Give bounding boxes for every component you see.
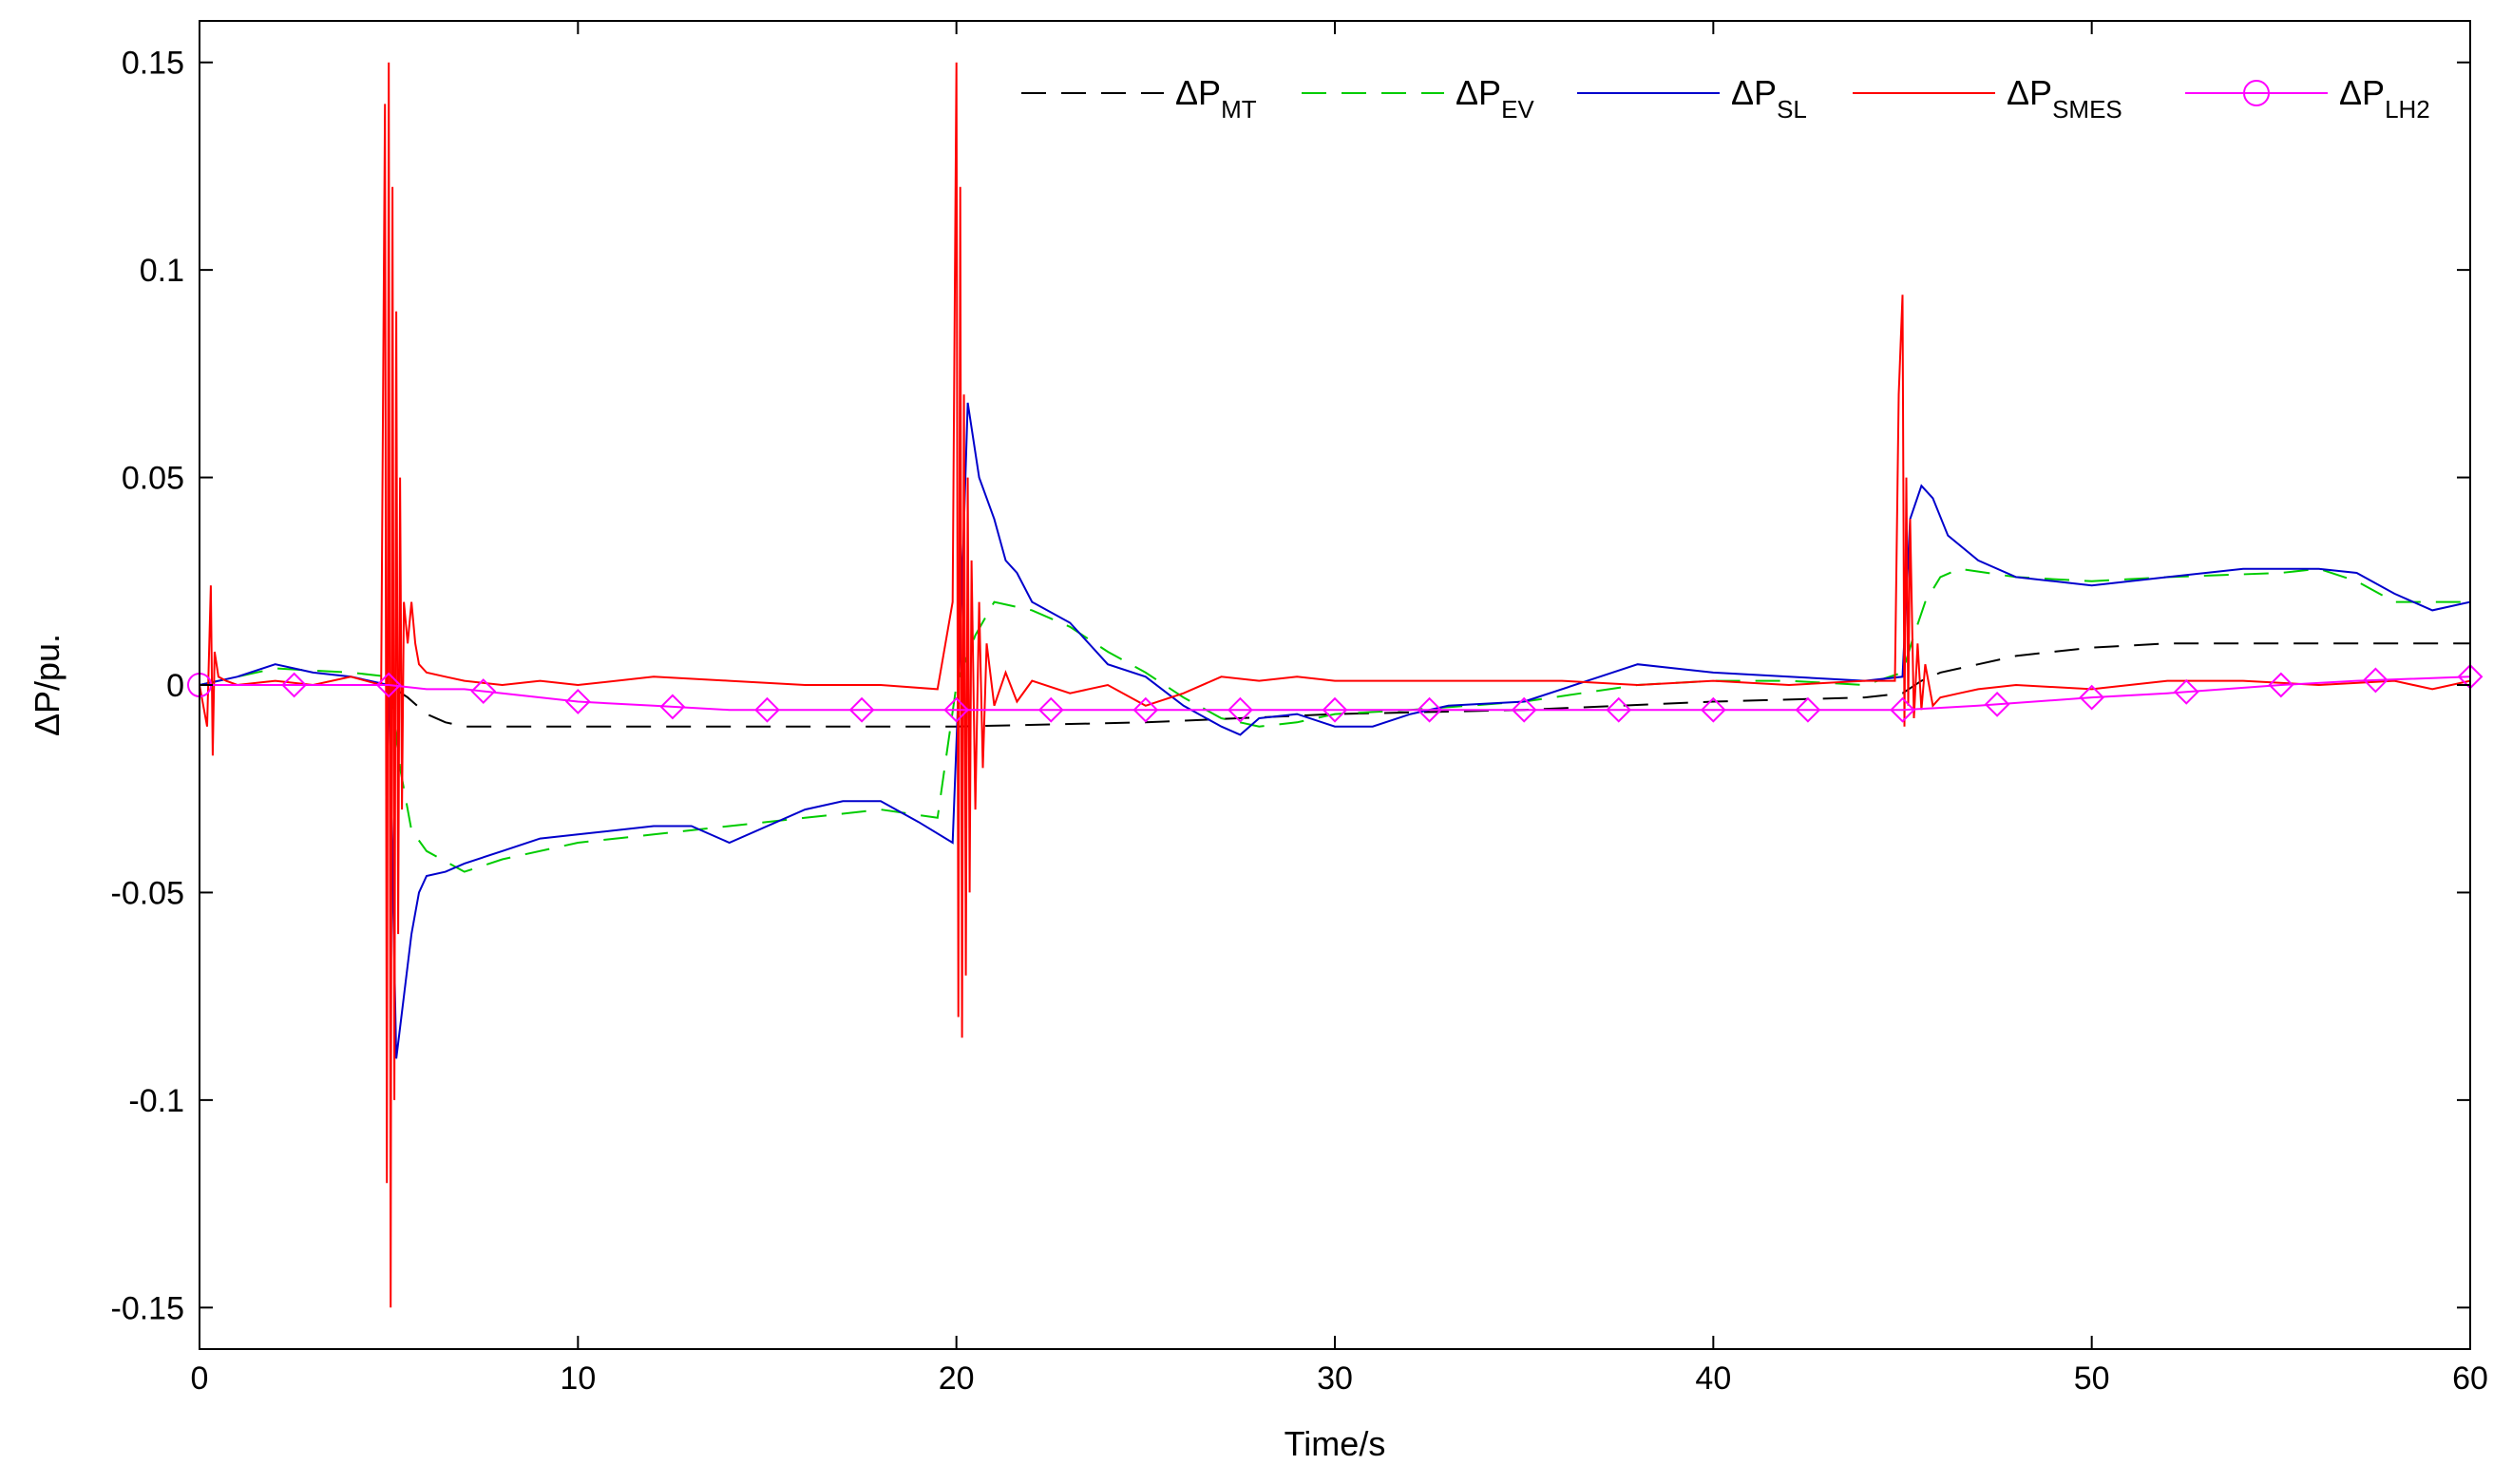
y-tick-label: 0.15 <box>122 46 184 82</box>
lh2-marker <box>281 672 307 698</box>
x-tick-label: 0 <box>191 1360 209 1397</box>
y-tick-label: -0.15 <box>111 1290 185 1326</box>
x-tick-label: 50 <box>2074 1360 2110 1397</box>
legend: ΔPMT ΔPEV ΔPSL ΔPSMES ΔPLH2 <box>1021 73 2430 124</box>
x-tick-label: 60 <box>2452 1360 2488 1397</box>
series-line-smes <box>199 62 2471 1308</box>
lh2-marker <box>2363 667 2388 694</box>
x-tick-label: 10 <box>560 1360 596 1397</box>
lh2-marker <box>1227 696 1253 723</box>
lh2-marker <box>1037 696 1064 723</box>
lh2-marker <box>1795 696 1821 723</box>
x-tick-label: 30 <box>1317 1360 1353 1397</box>
y-axis-title: ΔP/pu. <box>28 634 67 736</box>
lh2-marker <box>754 696 780 723</box>
y-tick-label: -0.05 <box>111 875 185 911</box>
lh2-marker <box>564 689 591 714</box>
legend-label-lh2: ΔPLH2 <box>2339 73 2430 124</box>
lh2-marker <box>1984 691 2010 717</box>
lh2-marker <box>1322 696 1348 723</box>
legend-label-sl: ΔPSL <box>1731 73 1807 124</box>
lh2-marker <box>375 672 402 698</box>
y-tick-label: -0.1 <box>128 1083 184 1119</box>
lh2-marker <box>2173 678 2199 705</box>
lh2-marker <box>1417 696 1442 723</box>
y-tick-label: 0.1 <box>140 253 184 289</box>
y-axis: -0.15 -0.1 -0.05 0 0.05 0.1 0.15 <box>111 46 2470 1326</box>
lh2-marker <box>1890 696 1915 723</box>
series-line-lh2 <box>200 675 2471 712</box>
series-line-sl <box>199 402 2471 1059</box>
lh2-marker <box>2079 684 2105 711</box>
x-axis: 0 10 20 30 40 50 60 <box>191 21 2488 1397</box>
y-tick-label: 0.05 <box>122 461 184 497</box>
legend-label-mt: ΔPMT <box>1175 73 1257 124</box>
lh2-marker <box>1606 696 1632 723</box>
lh2-marker <box>943 696 970 723</box>
legend-label-ev: ΔPEV <box>1456 73 1534 124</box>
y-tick-label: 0 <box>166 668 184 704</box>
lh2-marker <box>2268 672 2294 698</box>
lh2-marker <box>848 696 875 723</box>
x-axis-title: Time/s <box>1285 1424 1386 1463</box>
x-tick-label: 40 <box>1695 1360 1731 1397</box>
lh2-marker <box>470 678 497 704</box>
legend-label-smes: ΔPSMES <box>2007 73 2122 124</box>
lh2-marker <box>659 694 686 720</box>
x-tick-label: 20 <box>939 1360 975 1397</box>
series-layer <box>199 62 2471 1308</box>
lh2-marker <box>1132 696 1159 723</box>
legend-marker-icon <box>2243 80 2270 106</box>
series-line-mt <box>200 642 2470 728</box>
lh2-marker <box>1511 696 1537 723</box>
marker-layer <box>187 663 2483 723</box>
lh2-marker <box>1700 696 1726 723</box>
